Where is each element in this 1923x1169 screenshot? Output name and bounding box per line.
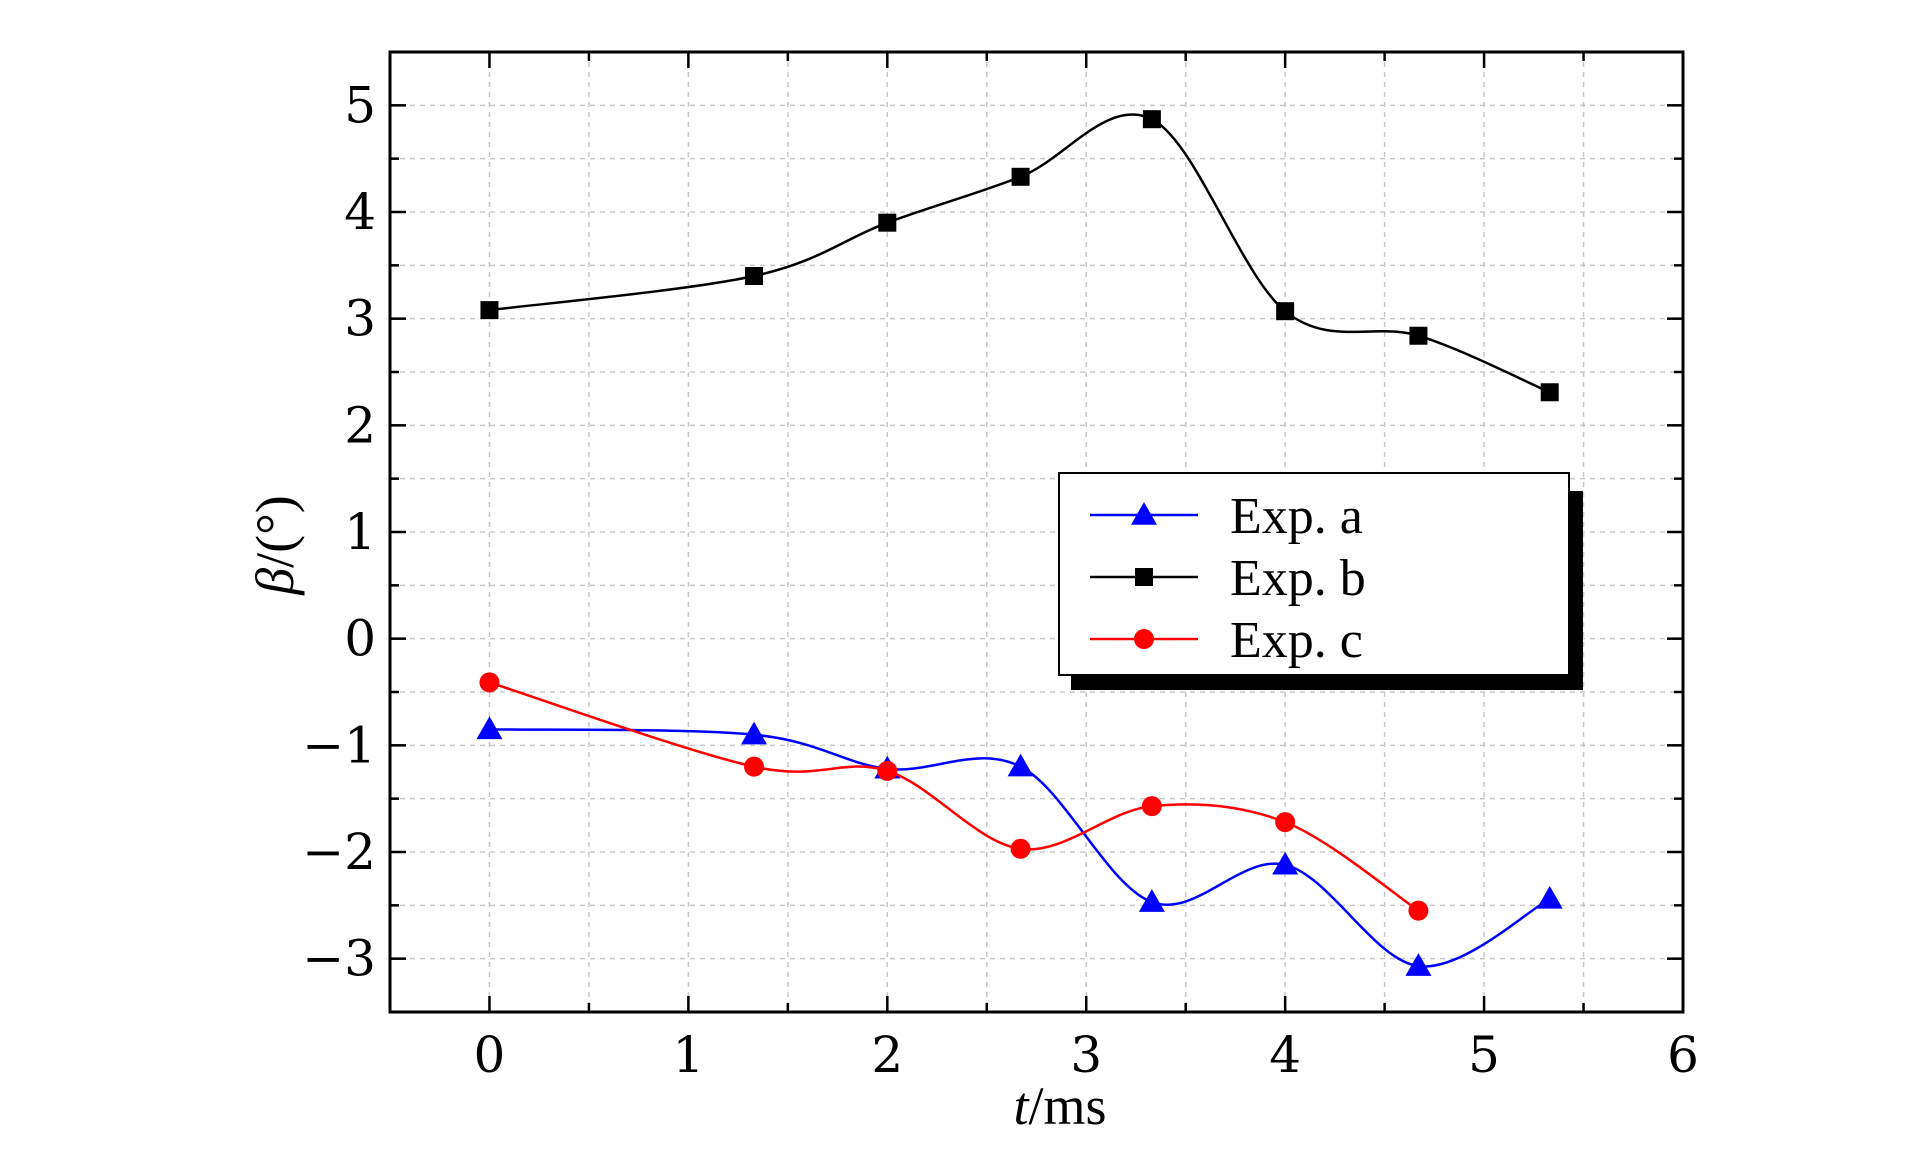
axis-ticks [388, 50, 1685, 1014]
data-point [476, 716, 503, 740]
x-tick-label: 5 [1468, 1026, 1500, 1084]
legend-marker [1134, 629, 1154, 649]
y-tick-label: 2 [344, 396, 376, 454]
data-point [1272, 851, 1299, 875]
data-point [1007, 753, 1034, 777]
x-tick-label: 2 [871, 1026, 903, 1084]
data-point [1540, 383, 1559, 402]
data-point [877, 760, 898, 781]
y-tick-label: 0 [344, 610, 376, 668]
data-point [744, 756, 765, 777]
series-line [489, 681, 1420, 912]
x-axis-title: t/ms [1013, 1076, 1106, 1136]
data-point [1275, 812, 1296, 833]
y-tick-label: 3 [344, 290, 376, 348]
x-axis-title-unit: /ms [1028, 1076, 1106, 1136]
data-point [1141, 796, 1162, 817]
y-tick-label: 4 [344, 183, 376, 241]
y-axis-title: β/(°) [245, 495, 305, 595]
data-point [1010, 838, 1031, 859]
x-tick-labels: 0 1 2 3 4 5 6 [474, 1026, 1699, 1084]
legend-marker [1131, 502, 1157, 525]
legend-entry: Exp. a [1090, 488, 1363, 545]
legend-label: Exp. a [1230, 488, 1363, 545]
x-tick-label: 4 [1269, 1026, 1301, 1084]
data-point [1276, 302, 1295, 321]
data-point [1142, 110, 1161, 129]
y-tick-label: −2 [302, 823, 376, 881]
data-point [1408, 900, 1429, 921]
data-point [1536, 885, 1563, 909]
y-axis-title-unit: /(°) [245, 495, 305, 568]
x-tick-label: 1 [672, 1026, 704, 1084]
legend-label: Exp. c [1230, 612, 1363, 669]
x-tick-label: 0 [474, 1026, 506, 1084]
data-point [741, 721, 768, 745]
series-line [489, 113, 1551, 394]
data-point [1409, 326, 1428, 345]
data-point [1405, 953, 1432, 976]
legend-label: Exp. b [1230, 550, 1366, 607]
series-exp-c [479, 672, 1429, 921]
data-point [1138, 889, 1165, 912]
y-tick-label: −1 [302, 716, 376, 774]
series-exp-b [480, 110, 1559, 402]
data-point [479, 672, 500, 693]
series-exp-a [476, 716, 1563, 976]
y-tick-labels: −3 −2 −1 0 1 2 3 4 5 [302, 76, 376, 987]
series-layer [476, 110, 1563, 976]
y-axis-title-symbol: β [245, 568, 305, 596]
x-axis-title-symbol: t [1013, 1076, 1030, 1136]
y-tick-label: 5 [344, 76, 376, 134]
legend-entry: Exp. b [1090, 550, 1366, 607]
legend-marker [1135, 568, 1153, 586]
x-tick-label: 6 [1667, 1026, 1699, 1084]
data-point [1011, 167, 1030, 186]
y-tick-label: −3 [302, 930, 376, 988]
data-point [480, 301, 499, 320]
data-point [745, 267, 764, 285]
legend-entry: Exp. c [1090, 612, 1363, 669]
x-tick-label: 3 [1070, 1026, 1102, 1084]
data-point [878, 213, 897, 232]
y-tick-label: 1 [344, 503, 376, 561]
